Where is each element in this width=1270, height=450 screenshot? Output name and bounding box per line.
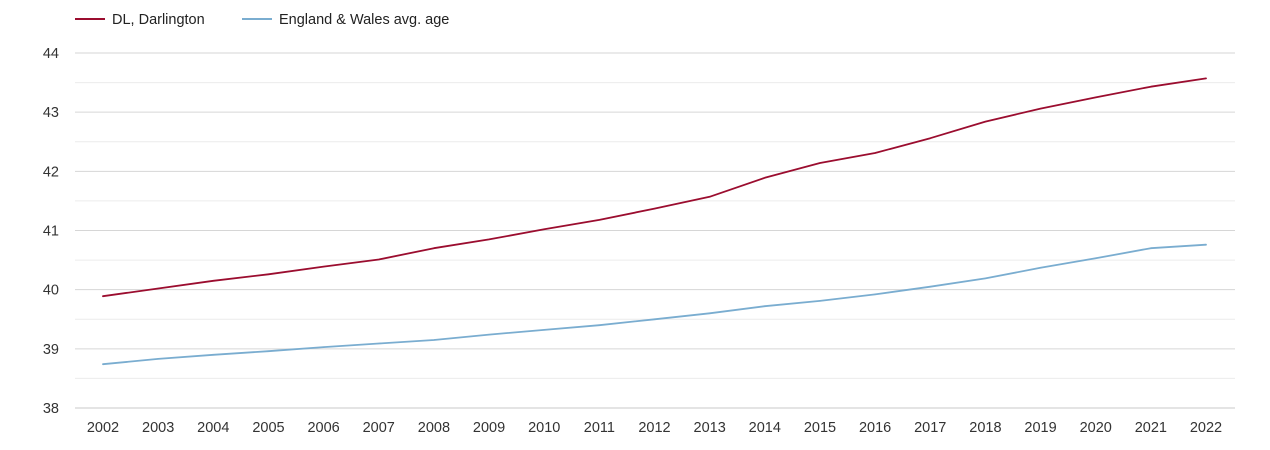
data-point <box>378 258 380 260</box>
x-tick-label: 2017 <box>914 420 946 436</box>
data-point <box>212 280 214 282</box>
y-tick-label: 39 <box>43 342 59 358</box>
data-point <box>267 350 269 352</box>
data-point <box>212 354 214 356</box>
data-point <box>1150 86 1152 88</box>
x-tick-label: 2009 <box>473 420 505 436</box>
data-point <box>819 300 821 302</box>
data-point <box>157 358 159 360</box>
x-tick-label: 2015 <box>804 420 836 436</box>
data-point <box>929 137 931 139</box>
data-point <box>157 287 159 289</box>
x-tick-label: 2003 <box>142 420 174 436</box>
data-point <box>543 228 545 230</box>
y-tick-label: 40 <box>43 283 59 299</box>
data-point <box>1205 77 1207 79</box>
data-point <box>1205 244 1207 246</box>
legend-label: England & Wales avg. age <box>279 12 449 28</box>
data-point <box>433 247 435 249</box>
x-tick-label: 2004 <box>197 420 229 436</box>
series-line-2 <box>102 243 1207 366</box>
data-point <box>874 293 876 295</box>
x-tick-label: 2020 <box>1080 420 1112 436</box>
data-point <box>102 363 104 365</box>
x-tick-label: 2016 <box>859 420 891 436</box>
y-tick-label: 44 <box>43 46 59 62</box>
data-point <box>1095 257 1097 259</box>
data-point <box>267 273 269 275</box>
y-tick-label: 38 <box>43 401 59 417</box>
x-tick-label: 2013 <box>694 420 726 436</box>
data-point <box>322 265 324 267</box>
data-point <box>488 238 490 240</box>
data-point <box>1095 96 1097 98</box>
x-tick-label: 2021 <box>1135 420 1167 436</box>
data-point <box>708 196 710 198</box>
x-tick-label: 2012 <box>638 420 670 436</box>
series-line-1 <box>102 77 1207 298</box>
data-point <box>488 333 490 335</box>
data-point <box>653 318 655 320</box>
x-tick-label: 2010 <box>528 420 560 436</box>
x-tick-label: 2006 <box>307 420 339 436</box>
data-point <box>1039 267 1041 269</box>
x-tick-label: 2018 <box>969 420 1001 436</box>
data-point <box>708 312 710 314</box>
data-point <box>598 324 600 326</box>
x-tick-label: 2014 <box>749 420 781 436</box>
legend-item-1: DL, Darlington <box>75 12 205 28</box>
data-point <box>653 207 655 209</box>
data-point <box>378 342 380 344</box>
y-tick-label: 41 <box>43 224 59 240</box>
x-tick-label: 2002 <box>87 420 119 436</box>
x-tick-label: 2007 <box>363 420 395 436</box>
data-point <box>433 339 435 341</box>
x-tick-label: 2011 <box>584 420 615 436</box>
data-point <box>929 286 931 288</box>
data-point <box>543 329 545 331</box>
legend-label: DL, Darlington <box>112 12 205 28</box>
data-point <box>322 346 324 348</box>
legend-item-2: England & Wales avg. age <box>242 12 449 28</box>
x-tick-label: 2005 <box>252 420 284 436</box>
data-point <box>764 177 766 179</box>
data-point <box>102 295 104 297</box>
data-point <box>984 120 986 122</box>
data-point <box>1150 247 1152 249</box>
x-tick-label: 2008 <box>418 420 450 436</box>
x-tick-label: 2019 <box>1024 420 1056 436</box>
data-point <box>819 162 821 164</box>
data-point <box>764 305 766 307</box>
data-point <box>1039 107 1041 109</box>
data-point <box>984 277 986 279</box>
data-point <box>874 152 876 154</box>
data-point <box>598 219 600 221</box>
x-tick-label: 2022 <box>1190 420 1222 436</box>
y-tick-label: 43 <box>43 105 59 121</box>
y-tick-label: 42 <box>43 164 59 180</box>
